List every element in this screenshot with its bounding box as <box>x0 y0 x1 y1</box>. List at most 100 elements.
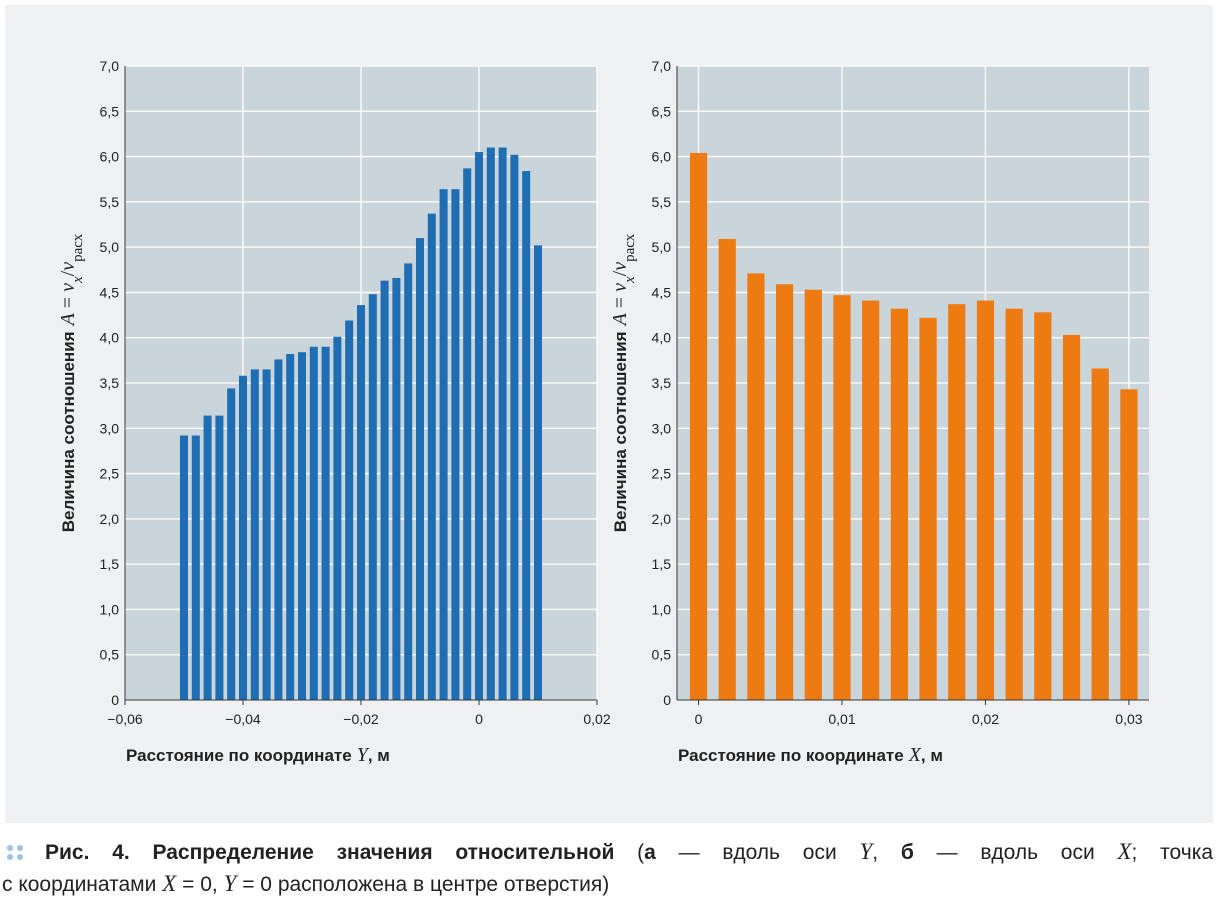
y-tick-label: 6,0 <box>652 149 672 165</box>
bar <box>439 189 448 701</box>
bar <box>404 263 413 700</box>
caption-icon <box>7 845 23 860</box>
bar <box>1005 308 1023 700</box>
bar <box>238 375 248 700</box>
y-tick-label: 0 <box>111 692 119 708</box>
x-axis-label: Расстояние по координате X, м <box>678 744 943 766</box>
bar <box>474 152 484 701</box>
caption-text: — вдоль оси <box>936 841 1095 864</box>
bar <box>356 305 366 700</box>
bar <box>250 369 259 700</box>
caption-text: Y <box>223 871 237 896</box>
y-tick-label: 2,0 <box>100 511 120 527</box>
y-axis-label-part: v <box>57 262 79 271</box>
y-tick-label: 5,0 <box>652 239 672 255</box>
y-axis-label-part: x <box>70 276 86 284</box>
y-tick-label: 5,5 <box>100 194 120 210</box>
y-axis-label-part: = <box>609 297 631 308</box>
bar <box>463 168 472 701</box>
bar <box>747 273 765 700</box>
x-tick-label: 0,03 <box>1115 711 1142 727</box>
y-tick-label: 2,5 <box>652 466 672 482</box>
y-axis-label-part: v <box>609 283 631 292</box>
caption-text: X <box>1117 839 1132 864</box>
x-tick-label: 0 <box>475 711 483 727</box>
y-tick-label: 3,5 <box>652 375 672 391</box>
caption-text: X <box>162 871 177 896</box>
y-tick-label: 7,0 <box>100 58 120 74</box>
y-tick-label: 5,5 <box>652 194 672 210</box>
bar <box>368 294 377 700</box>
y-tick-label: 6,5 <box>100 103 120 119</box>
caption-text: — вдоль оси <box>678 841 837 864</box>
y-axis-label-part: x <box>622 276 638 284</box>
x-axis-label-part: X <box>908 744 922 766</box>
y-tick-label: 1,5 <box>100 556 120 572</box>
y-tick-label: 5,0 <box>100 239 120 255</box>
caption-text: а <box>644 841 656 864</box>
y-axis-label-part: v <box>609 262 631 271</box>
x-axis-label-part: Расстояние по координате <box>678 746 904 765</box>
caption: Рис. 4. Распределение значения относител… <box>0 836 1213 900</box>
caption-text: = 0 расположена в центре отверстия) <box>242 873 610 896</box>
bar <box>286 354 295 700</box>
y-axis-label-part: A <box>609 312 631 327</box>
x-tick-label: −0,02 <box>343 711 379 727</box>
y-tick-label: 2,5 <box>100 466 120 482</box>
x-axis-label-part: , м <box>921 746 943 765</box>
bar <box>948 304 966 700</box>
y-tick-label: 3,0 <box>100 420 120 436</box>
bar <box>510 154 519 700</box>
bar <box>1034 312 1052 700</box>
y-tick-label: 7,0 <box>652 58 672 74</box>
bar <box>498 147 507 700</box>
bar <box>274 359 283 700</box>
y-tick-label: 1,0 <box>652 601 672 617</box>
caption-line: с координатами X = 0, Y = 0 расположена … <box>0 868 1213 900</box>
y-axis-label: Величина соотношенияA=vx/vрасх <box>57 233 86 532</box>
caption-text: = 0, <box>182 873 218 896</box>
bar <box>976 300 995 700</box>
bar <box>297 352 307 700</box>
x-tick-label: 0 <box>695 711 703 727</box>
caption-line: Рис. 4. Распределение значения относител… <box>0 836 1213 868</box>
bar <box>718 238 736 700</box>
x-axis-label: Расстояние по координате Y, м <box>126 744 390 766</box>
y-axis-label: Величина соотношенияA=vx/vрасх <box>609 233 638 532</box>
y-tick-label: 4,5 <box>652 284 672 300</box>
y-tick-label: 6,5 <box>652 103 672 119</box>
x-axis-label-part: Расстояние по координате <box>126 746 352 765</box>
x-tick-label: 0,02 <box>972 711 999 727</box>
caption-text: , <box>872 841 879 864</box>
bar <box>890 308 908 700</box>
y-axis-label-part: v <box>57 283 79 292</box>
bar <box>451 189 460 701</box>
bar <box>919 317 937 700</box>
x-tick-label: −0,06 <box>107 711 143 727</box>
y-tick-label: 3,5 <box>100 375 120 391</box>
y-axis-label-part: / <box>57 270 79 276</box>
bar <box>309 346 318 700</box>
y-tick-label: 1,0 <box>100 601 120 617</box>
bar <box>380 280 389 700</box>
y-axis-label-part: / <box>609 270 631 276</box>
y-axis-label-part: Величина соотношения <box>611 331 630 532</box>
x-axis-label-part: Y <box>357 744 370 766</box>
y-axis-label-part: расх <box>70 233 86 262</box>
bar <box>179 435 189 700</box>
bar <box>215 415 224 700</box>
bar <box>486 147 495 700</box>
caption-text: с координатами <box>2 873 157 896</box>
bar <box>804 289 822 700</box>
caption-text: Y <box>859 839 873 864</box>
x-axis-label-part: , м <box>368 746 390 765</box>
bar <box>321 346 330 700</box>
y-axis-label-part: расх <box>622 233 638 262</box>
y-tick-label: 0,5 <box>100 647 120 663</box>
bar <box>862 300 880 700</box>
y-axis-label-part: = <box>57 297 79 308</box>
y-tick-label: 3,0 <box>652 420 672 436</box>
bar <box>1062 334 1081 700</box>
bar <box>191 435 200 700</box>
